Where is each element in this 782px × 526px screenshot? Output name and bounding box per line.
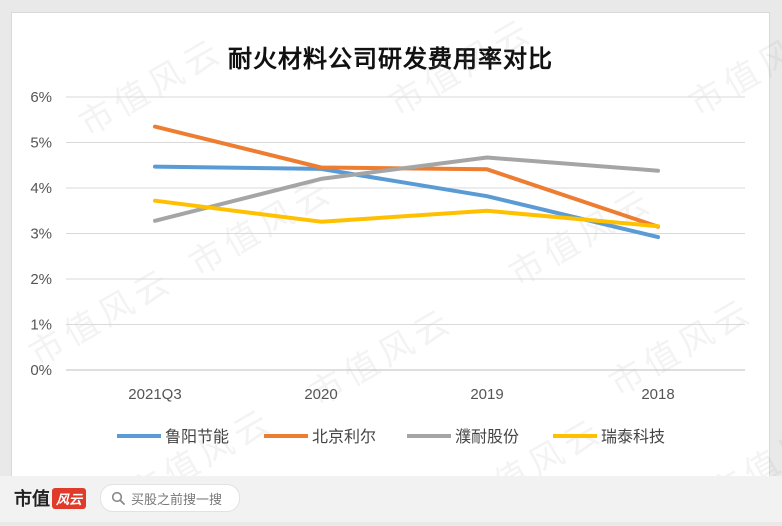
legend-label: 濮耐股份: [455, 428, 519, 446]
legend-label: 瑞泰科技: [601, 428, 665, 446]
brand-mark: 风云: [52, 487, 87, 509]
search-box[interactable]: 买股之前搜一搜: [100, 484, 240, 512]
legend-label: 北京利尔: [312, 428, 376, 446]
line-chart: 0% 1% 2% 3% 4% 5% 6% 2021Q3 2020 2019 2018 鲁阳节能 北京利尔…: [30, 89, 745, 446]
y-tick-label: 3%: [30, 226, 52, 243]
search-placeholder: 买股之前搜一搜: [131, 492, 223, 508]
y-tick-label: 0%: [30, 362, 52, 379]
x-tick-label: 2021Q3: [128, 386, 181, 403]
brand-logo[interactable]: 市值 风云: [14, 486, 87, 510]
series-line: [153, 155, 660, 223]
x-tick-label: 2020: [304, 386, 337, 403]
y-tick-label: 1%: [30, 317, 52, 334]
brand-name: 市值: [14, 489, 50, 510]
y-tick-label: 2%: [30, 271, 52, 288]
y-tick-label: 4%: [30, 180, 52, 197]
search-icon: [111, 491, 125, 505]
x-tick-label: 2019: [470, 386, 503, 403]
legend-label: 鲁阳节能: [165, 428, 229, 446]
series-line: [153, 198, 660, 229]
x-tick-label: 2018: [641, 386, 674, 403]
chart-title: 耐火材料公司研发费用率对比: [228, 46, 553, 73]
footer-bar: 市值 风云 买股之前搜一搜: [0, 476, 782, 522]
y-tick-label: 6%: [30, 89, 52, 106]
chart-card: 耐火材料公司研发费用率对比: [11, 12, 770, 477]
y-tick-label: 5%: [30, 135, 52, 152]
